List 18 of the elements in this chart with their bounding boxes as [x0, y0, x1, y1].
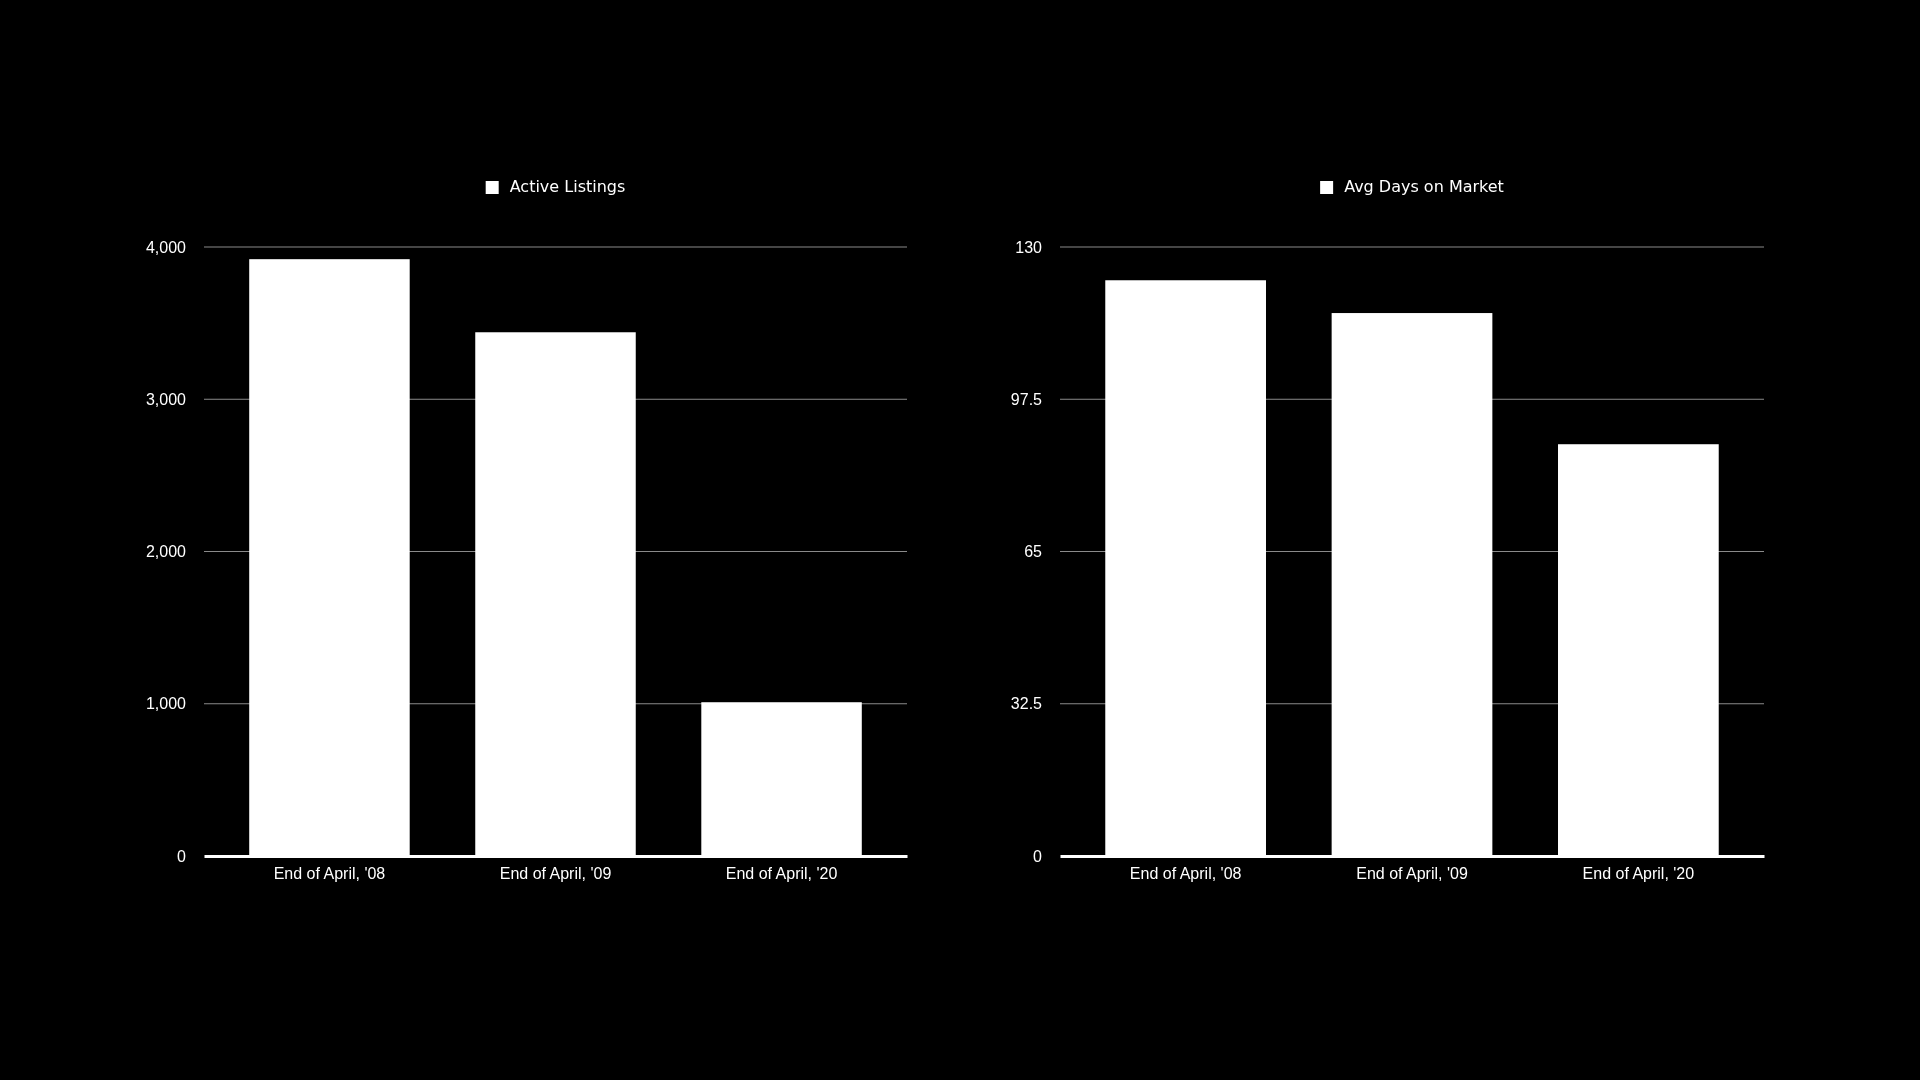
- legend-label: Active Listings: [509, 177, 626, 196]
- y-tick-label: 97.5: [1010, 390, 1043, 408]
- x-tick-label: End of April, '08: [273, 865, 386, 883]
- y-tick-label: 0: [1033, 847, 1043, 865]
- x-tick-label: End of April, '08: [1129, 865, 1242, 883]
- y-tick-label: 1,000: [145, 695, 187, 713]
- x-tick-label: End of April, '09: [1356, 865, 1468, 883]
- y-tick-label: 2,000: [145, 543, 187, 561]
- legend-label: Avg Days on Market: [1344, 177, 1504, 196]
- y-tick-label: 3,000: [145, 390, 187, 408]
- y-tick-label: 4,000: [145, 238, 187, 256]
- x-tick-label: End of April, '09: [499, 865, 612, 883]
- y-tick-label: 32.5: [1010, 695, 1043, 713]
- y-tick-label: 65: [1024, 543, 1043, 561]
- x-tick-label: End of April, '20: [1582, 865, 1695, 883]
- y-tick-label: 0: [177, 847, 187, 865]
- y-tick-label: 130: [1015, 238, 1043, 256]
- x-tick-label: End of April, '20: [725, 865, 838, 883]
